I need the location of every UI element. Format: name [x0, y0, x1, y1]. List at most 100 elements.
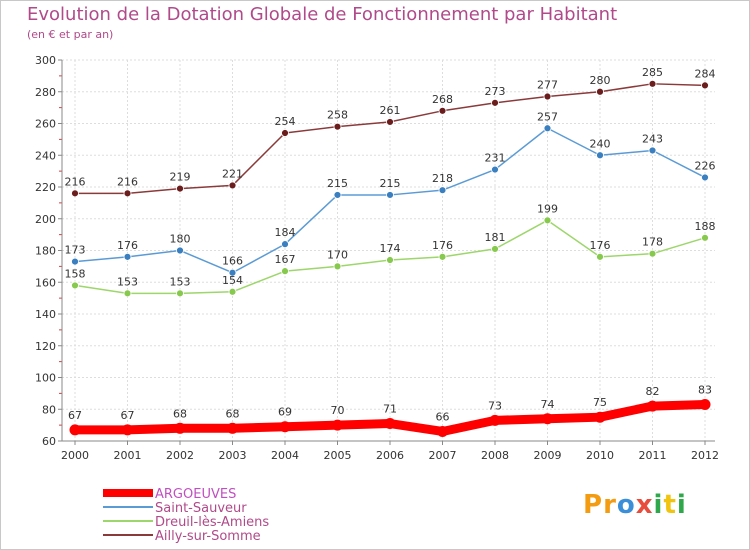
y-tick-label-140: 140	[35, 308, 56, 321]
x-tick-label-2008: 2008	[481, 449, 509, 462]
y-tick-label-160: 160	[35, 276, 56, 289]
data-label-saint-sauveur-2001: 176	[117, 239, 138, 252]
data-label-argoeuves-2001: 67	[121, 409, 135, 422]
legend-label-ailly-sur-somme: Ailly-sur-Somme	[155, 529, 261, 544]
data-label-dreuil-l-s-amiens-2006: 174	[380, 242, 401, 255]
point-dreuil-l-s-amiens-2008	[491, 245, 499, 253]
point-saint-sauveur-2005	[333, 191, 342, 199]
point-dreuil-l-s-amiens-2003	[228, 287, 237, 296]
data-label-ailly-sur-somme-2008: 273	[485, 85, 506, 98]
data-label-ailly-sur-somme-2012: 284	[695, 67, 716, 80]
data-label-dreuil-l-s-amiens-2003: 154	[222, 274, 243, 287]
logo-letter: o	[616, 490, 636, 520]
y-tick-label-60: 60	[42, 435, 56, 448]
logo-letter: x	[635, 490, 654, 520]
y-tick-label-300: 300	[35, 54, 56, 67]
data-label-dreuil-l-s-amiens-2009: 199	[537, 202, 558, 215]
data-label-dreuil-l-s-amiens-2004: 167	[275, 253, 296, 266]
x-tick-label-2005: 2005	[324, 449, 352, 462]
data-label-ailly-sur-somme-2010: 280	[590, 74, 611, 87]
point-ailly-sur-somme-2007	[438, 106, 447, 115]
point-dreuil-l-s-amiens-2000	[71, 281, 79, 290]
data-label-saint-sauveur-2009: 257	[537, 110, 558, 123]
point-saint-sauveur-2001	[123, 252, 132, 261]
y-tick-label-240: 240	[35, 149, 56, 162]
x-tick-label-2012: 2012	[691, 449, 719, 462]
point-saint-sauveur-2002	[176, 246, 184, 255]
x-tick-label-2007: 2007	[429, 449, 457, 462]
point-saint-sauveur-2003	[228, 268, 237, 277]
point-argoeuves-2001	[122, 424, 133, 436]
data-label-saint-sauveur-2006: 215	[380, 177, 401, 190]
data-label-ailly-sur-somme-2003: 221	[222, 167, 243, 180]
chart-subtitle: (en € et par an)	[27, 28, 114, 41]
chart-title: Evolution de la Dotation Globale de Fonc…	[27, 4, 618, 25]
data-label-layer: 216 216 219 221 254 258 261 268 273 277 280 285 284 1…	[65, 66, 716, 424]
data-label-dreuil-l-s-amiens-2010: 176	[590, 239, 611, 252]
y-tick-label-180: 180	[35, 245, 56, 258]
data-label-argoeuves-2002: 68	[173, 407, 187, 420]
data-label-argoeuves-2010: 75	[593, 396, 607, 409]
grid-layer	[62, 59, 715, 442]
y-tick-label-200: 200	[35, 213, 56, 226]
point-ailly-sur-somme-2000	[71, 189, 79, 198]
logo-letter: P	[583, 490, 604, 520]
x-tick-label-2006: 2006	[376, 449, 404, 462]
data-label-argoeuves-2012: 83	[698, 383, 712, 396]
data-label-dreuil-l-s-amiens-2011: 178	[642, 236, 663, 249]
point-dreuil-l-s-amiens-2009	[543, 216, 552, 225]
data-label-dreuil-l-s-amiens-2001: 153	[117, 275, 138, 288]
legend-label-dreuil-l-s-amiens: Dreuil-lès-Amiens	[155, 515, 269, 530]
data-label-ailly-sur-somme-2005: 258	[327, 109, 348, 122]
point-saint-sauveur-2004	[281, 240, 289, 249]
data-label-argoeuves-2006: 71	[383, 403, 397, 416]
point-argoeuves-2011	[647, 400, 658, 412]
series-layer	[69, 79, 711, 437]
x-tick-label-2000: 2000	[61, 449, 89, 462]
data-label-dreuil-l-s-amiens-2012: 188	[695, 220, 716, 233]
data-label-argoeuves-2004: 69	[278, 406, 292, 419]
data-label-ailly-sur-somme-2001: 216	[117, 175, 138, 188]
data-label-dreuil-l-s-amiens-2005: 170	[327, 248, 348, 261]
y-tick-label-80: 80	[42, 403, 56, 416]
logo-letter: t	[663, 490, 677, 520]
point-saint-sauveur-2008	[491, 165, 499, 174]
point-dreuil-l-s-amiens-2004	[281, 267, 289, 276]
point-dreuil-l-s-amiens-2006	[386, 256, 394, 264]
point-saint-sauveur-2009	[543, 124, 552, 133]
point-ailly-sur-somme-2005	[333, 122, 342, 131]
x-tick-label-2009: 2009	[534, 449, 562, 462]
x-tick-label-2011: 2011	[639, 449, 667, 462]
point-dreuil-l-s-amiens-2010	[596, 252, 604, 261]
data-label-ailly-sur-somme-2004: 254	[275, 115, 296, 128]
point-ailly-sur-somme-2009	[543, 92, 552, 101]
data-label-ailly-sur-somme-2007: 268	[432, 93, 453, 106]
point-argoeuves-2010	[594, 411, 606, 423]
point-ailly-sur-somme-2008	[491, 98, 499, 107]
point-argoeuves-2009	[542, 413, 553, 425]
point-saint-sauveur-2007	[438, 186, 447, 195]
data-label-argoeuves-2011: 82	[646, 385, 660, 398]
data-label-argoeuves-2000: 67	[68, 409, 82, 422]
point-argoeuves-2007	[437, 425, 448, 437]
logo-letter: i	[653, 490, 664, 520]
y-tick-label-260: 260	[35, 118, 56, 131]
data-label-ailly-sur-somme-2006: 261	[380, 104, 401, 117]
x-tick-label-2003: 2003	[219, 449, 247, 462]
point-ailly-sur-somme-2011	[648, 79, 657, 88]
point-saint-sauveur-2000	[71, 257, 79, 266]
data-label-saint-sauveur-2002: 180	[170, 233, 191, 246]
point-argoeuves-2003	[227, 422, 238, 434]
data-label-saint-sauveur-2012: 226	[695, 159, 716, 172]
point-dreuil-l-s-amiens-2012	[701, 233, 709, 242]
point-ailly-sur-somme-2010	[596, 87, 604, 96]
data-label-argoeuves-2005: 70	[331, 404, 345, 417]
y-tick-label-220: 220	[35, 181, 56, 194]
data-label-saint-sauveur-2008: 231	[485, 152, 506, 165]
data-label-dreuil-l-s-amiens-2007: 176	[432, 239, 453, 252]
point-saint-sauveur-2011	[648, 146, 657, 155]
data-label-argoeuves-2008: 73	[488, 399, 502, 412]
data-label-ailly-sur-somme-2009: 277	[537, 79, 558, 92]
data-label-dreuil-l-s-amiens-2008: 181	[485, 231, 506, 244]
point-dreuil-l-s-amiens-2002	[176, 289, 184, 298]
